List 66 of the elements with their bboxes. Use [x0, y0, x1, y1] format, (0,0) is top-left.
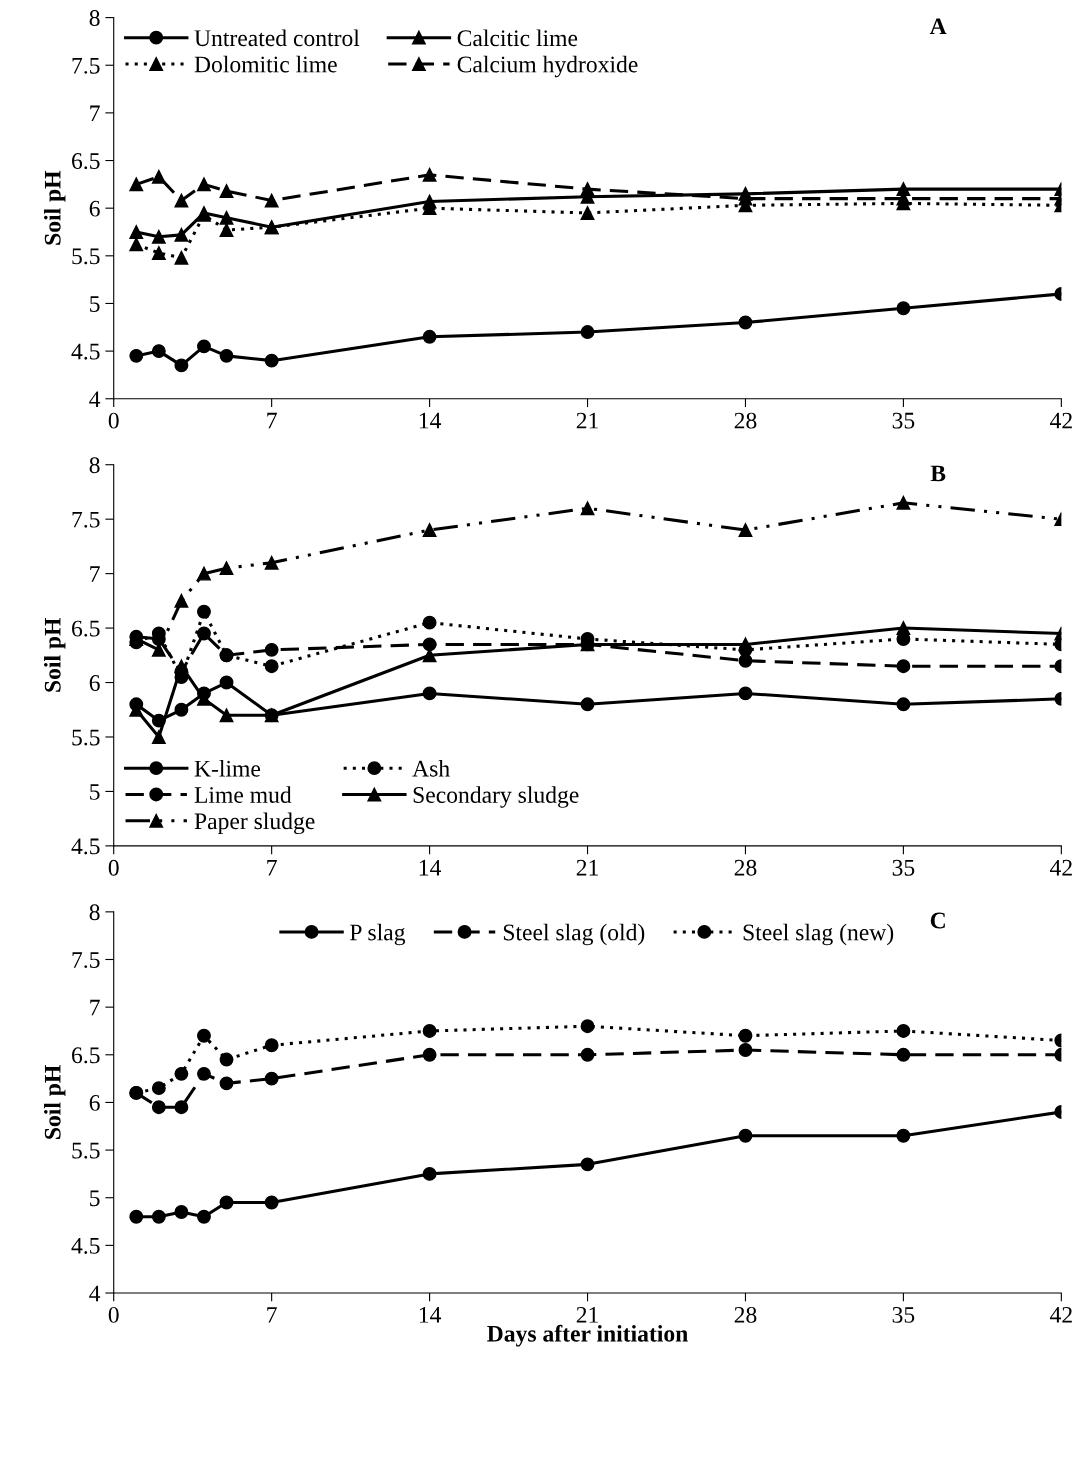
x-tick-label: 21	[576, 859, 598, 876]
legend-label: P slag	[350, 923, 406, 946]
y-tick-label: 5	[90, 296, 100, 312]
y-tick-label: 4.5	[71, 838, 100, 855]
x-axis-title: Days after initiation	[487, 1324, 688, 1347]
x-tick-label: 7	[267, 1307, 277, 1323]
legend-label: Secondary sludge	[413, 786, 579, 808]
y-tick-label: 6.5	[72, 153, 100, 170]
x-tick-label: 28	[734, 412, 757, 429]
y-tick-label: 6.5	[72, 620, 100, 637]
y-tick-label: 7.5	[72, 511, 100, 528]
x-tick-label: 7	[267, 412, 277, 429]
legend-label: Dolomitic lime	[194, 55, 337, 73]
y-axis-title: Soil pH	[44, 617, 66, 692]
y-tick-label: 4.5	[71, 1238, 100, 1254]
x-tick-label: 21	[576, 1306, 598, 1323]
y-tick-label: 6.5	[72, 1047, 100, 1064]
x-tick-label: 42	[1050, 1306, 1072, 1323]
y-tick-label: 5	[90, 784, 100, 800]
x-tick-label: 42	[1050, 412, 1072, 429]
x-tick-label: 35	[892, 1306, 915, 1323]
y-tick-label: 4	[89, 1285, 101, 1302]
y-tick-label: 4.5	[71, 343, 100, 360]
legend-label: K-lime	[194, 760, 261, 777]
y-tick-label: 7	[90, 566, 100, 582]
y-tick-label: 5	[90, 1190, 100, 1207]
y-axis-title: Soil pH	[44, 170, 66, 245]
x-tick-label: 14	[419, 412, 442, 429]
y-tick-label: 7.5	[72, 952, 100, 969]
x-tick-label: 35	[892, 412, 915, 429]
y-tick-label: 8	[89, 457, 100, 474]
x-tick-label: 28	[734, 859, 757, 876]
y-tick-label: 5.5	[72, 1142, 100, 1159]
legend-label: Calcium hydroxide	[457, 55, 638, 78]
x-tick-label: 35	[892, 859, 915, 876]
x-tick-label: 14	[419, 859, 442, 876]
x-tick-label: 0	[108, 412, 119, 429]
y-tick-label: 6	[89, 1094, 100, 1111]
y-tick-label: 8	[89, 904, 100, 921]
x-tick-label: 42	[1050, 859, 1072, 876]
legend-label: Paper sludge	[194, 812, 315, 835]
y-tick-label: 8	[89, 10, 100, 27]
legend-label: Steel slag (old)	[503, 923, 645, 946]
legend-label: Lime mud	[194, 786, 292, 803]
y-tick-label: 7	[90, 999, 100, 1016]
y-tick-label: 5.5	[72, 729, 100, 746]
annotation: A	[929, 18, 947, 34]
x-tick-label: 21	[576, 412, 598, 429]
y-tick-label: 6	[89, 675, 100, 691]
y-tick-label: 4	[89, 391, 101, 407]
y-tick-label: 7.5	[72, 57, 100, 74]
legend-label: Calcitic lime	[457, 29, 578, 47]
annotation: C	[930, 912, 945, 929]
x-tick-label: 28	[734, 1306, 757, 1323]
annotation: B	[930, 465, 946, 482]
x-tick-label: 7	[267, 860, 277, 876]
y-tick-label: 6	[89, 200, 100, 217]
x-tick-label: 0	[108, 1306, 119, 1323]
legend-label: Ash	[412, 760, 450, 777]
x-tick-label: 0	[108, 859, 119, 876]
y-tick-label: 7	[90, 105, 100, 122]
y-tick-label: 5.5	[72, 248, 100, 265]
x-tick-label: 14	[419, 1307, 442, 1323]
legend-label: Untreated control	[194, 29, 360, 47]
legend-label: Steel slag (new)	[743, 923, 894, 946]
y-axis-title: Soil pH	[44, 1065, 66, 1139]
